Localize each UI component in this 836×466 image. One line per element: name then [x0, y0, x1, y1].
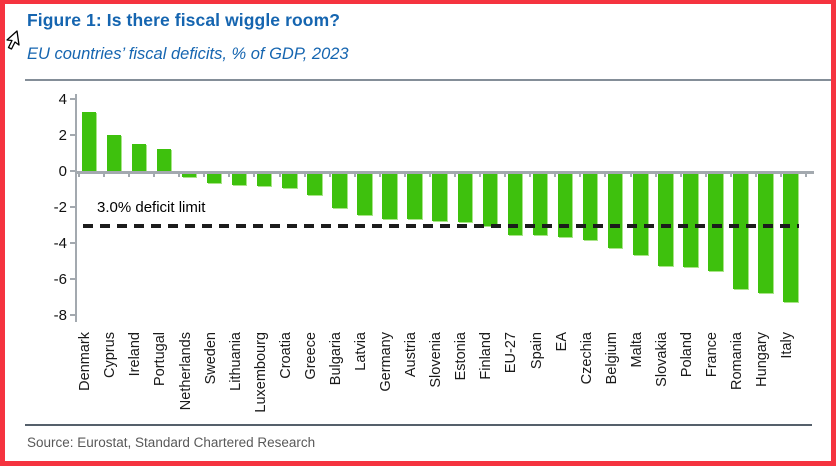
y-tick-label--2: -2 [53, 199, 67, 216]
bar-luxembourg [256, 172, 272, 187]
y-tick-label--8: -8 [53, 307, 67, 324]
category-tick-mark [604, 173, 607, 177]
category-tick-mark [403, 173, 406, 177]
category-tick-mark [278, 173, 281, 177]
y-tick-label-2: 2 [58, 127, 67, 144]
bar-netherlands [181, 172, 197, 178]
category-tick-mark [353, 173, 356, 177]
category-tick-mark [203, 173, 206, 177]
footer-divider [25, 424, 812, 426]
bar-croatia [282, 172, 297, 189]
bar-france [708, 172, 723, 271]
category-tick-mark [704, 173, 707, 177]
bar-italy [783, 172, 798, 302]
x-label-ea: EA [553, 332, 570, 352]
category-tick-mark [754, 173, 757, 177]
bar-romania [733, 172, 748, 289]
header-divider [25, 79, 831, 81]
category-tick-mark [504, 173, 507, 177]
x-label-italy: Italy [779, 332, 796, 359]
category-tick-mark [378, 173, 381, 177]
bar-germany [382, 172, 397, 219]
plot-area: 3.0% deficit limit [75, 94, 814, 322]
y-tick-mark [70, 98, 75, 100]
category-tick-mark [679, 173, 682, 177]
category-tick-mark [654, 173, 657, 177]
bar-hungary [758, 172, 773, 293]
y-tick-label--4: -4 [53, 235, 67, 252]
category-tick-mark [579, 173, 582, 177]
y-tick-mark [70, 242, 75, 244]
category-tick-mark [303, 173, 306, 177]
bar-sweden [206, 172, 222, 183]
bar-denmark [81, 111, 96, 171]
category-tick-mark [554, 173, 557, 177]
category-tick-mark [103, 173, 106, 177]
deficit-limit-label: 3.0% deficit limit [97, 199, 206, 216]
category-tick-mark [454, 173, 457, 177]
bar-austria [407, 172, 422, 219]
category-tick-mark [629, 173, 632, 177]
deficit-bar-chart: 4 2 0 -2 -4 -6 -8 3.0% deficit limit Denmark Cy… [5, 4, 831, 461]
deficit-limit-dashed-line [83, 224, 799, 228]
category-tick-mark [779, 173, 782, 177]
bar-malta [633, 172, 648, 255]
bar-finland [482, 172, 498, 226]
category-tick-mark [253, 173, 256, 177]
category-tick-mark [529, 173, 532, 177]
bar-ea [557, 172, 573, 237]
bar-estonia [457, 172, 473, 223]
category-tick-mark [729, 173, 732, 177]
y-tick-mark [70, 278, 75, 280]
bar-greece [307, 172, 322, 196]
y-tick-label-4: 4 [58, 91, 67, 108]
bar-belgium [607, 172, 623, 248]
category-tick-mark [479, 173, 482, 177]
y-axis: 4 2 0 -2 -4 -6 -8 [5, 91, 75, 324]
category-tick-mark [228, 173, 231, 177]
bar-slovenia [432, 172, 447, 221]
y-tick-mark [70, 206, 75, 208]
mouse-cursor-icon [6, 30, 20, 50]
category-tick-mark [78, 173, 80, 177]
bar-portugal [156, 149, 172, 171]
source-text: Source: Eurostat, Standard Chartered Res… [27, 435, 316, 450]
bar-czechia [582, 172, 598, 241]
category-tick-mark [178, 173, 181, 177]
bar-ireland [131, 144, 147, 171]
category-tick-mark [153, 173, 156, 177]
category-tick-mark [805, 173, 808, 177]
x-axis-labels: Denmark Cyprus Ireland Portugal Netherlands S… [75, 330, 812, 430]
bar-lithuania [231, 172, 247, 185]
category-tick-mark [128, 173, 131, 177]
y-tick-label-0: 0 [58, 163, 67, 180]
figure-title: Figure 1: Is there fiscal wiggle room? [27, 10, 341, 30]
figure-subtitle: EU countries’ fiscal deficits, % of GDP,… [27, 45, 349, 63]
category-tick-mark [428, 173, 431, 177]
y-tick-mark [70, 134, 75, 136]
bar-latvia [357, 172, 372, 216]
bar-bulgaria [332, 172, 347, 208]
y-tick-label--6: -6 [53, 271, 67, 288]
zero-axis-line [77, 171, 814, 174]
category-tick-mark [328, 173, 331, 177]
bar-eu-27 [507, 172, 523, 235]
bar-spain [532, 172, 548, 235]
y-tick-mark [70, 314, 75, 316]
bar-cyprus [106, 135, 122, 171]
bar-poland [683, 172, 698, 268]
y-tick-mark [70, 170, 75, 172]
bar-slovakia [658, 172, 673, 266]
